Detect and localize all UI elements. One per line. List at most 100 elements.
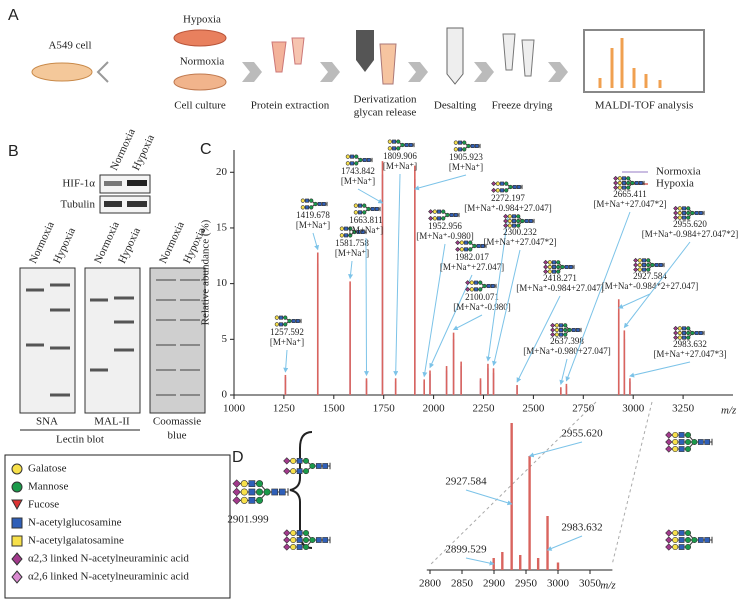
glycan-part — [559, 332, 564, 337]
panel-label: D — [232, 449, 244, 466]
glycan-icon — [665, 431, 713, 453]
callout-arrow — [312, 232, 320, 251]
glycan-part — [554, 323, 559, 328]
glycan-part — [554, 327, 559, 333]
glycan-part — [672, 431, 679, 438]
glycan-part — [404, 143, 409, 147]
adduct-label: [M+Na⁺+27.047*2] — [593, 199, 666, 209]
adduct-label: [M+Na⁺-0.984+27.047] — [516, 283, 603, 293]
adduct-label: [M+Na⁺-0.980+27.047] — [523, 346, 610, 356]
glycan-part — [480, 244, 485, 248]
glycan-part — [370, 207, 375, 211]
glycan-part — [478, 287, 483, 292]
glycan-part — [677, 215, 682, 220]
glycan-part — [478, 280, 483, 285]
legend-label: Mannose — [28, 481, 68, 493]
glycan-part — [362, 203, 367, 208]
glycan-part — [613, 175, 619, 181]
glycan-part — [547, 269, 552, 274]
adduct-label: [M+Na⁺-0.980] — [453, 302, 511, 312]
callout-arrow — [629, 361, 691, 378]
glycan-part — [302, 536, 310, 544]
glycan-part — [543, 264, 549, 270]
glycan-part — [353, 210, 358, 215]
glycan-part — [302, 529, 310, 536]
glycan-part — [512, 219, 517, 223]
peak-label: 1663.811 — [349, 215, 382, 225]
glycan-part — [684, 446, 692, 453]
glycan-part — [441, 209, 446, 214]
glycan-part — [453, 213, 458, 217]
callout-arrow — [486, 215, 509, 362]
glycan-part — [658, 263, 663, 267]
glycan-part — [474, 280, 479, 285]
glycan-icon — [673, 205, 705, 221]
peak-label: 2983.632 — [673, 339, 707, 349]
glycan-part — [665, 445, 673, 453]
group-label: Lectin blot — [56, 434, 104, 446]
glycan-part — [682, 211, 687, 215]
glycan-part — [563, 332, 568, 337]
glycan-part — [458, 140, 463, 145]
glycan-part — [279, 315, 284, 320]
glycan-icon — [387, 139, 415, 151]
callout-arrow — [492, 249, 521, 367]
glycan-part — [704, 537, 711, 543]
step-label: Protein extraction — [251, 100, 330, 112]
glycan-part — [694, 331, 699, 335]
peak-label: 2100.071 — [465, 292, 499, 302]
glycan-part — [232, 487, 241, 497]
glycan-part — [322, 463, 329, 469]
glycan-part — [512, 185, 517, 189]
glycan-part — [428, 215, 434, 221]
glycan-part — [317, 202, 322, 206]
glycan-part — [552, 269, 557, 274]
glycan-part — [296, 468, 303, 474]
glycan-part — [495, 188, 500, 193]
glycan-part — [617, 176, 622, 181]
glycan-part — [678, 439, 685, 445]
glycan-part — [638, 181, 643, 185]
glycan-part — [474, 287, 479, 292]
glycan-part — [678, 544, 685, 550]
glycan-part — [563, 323, 568, 328]
glycan-part — [474, 144, 479, 148]
x-tick-label: 2800 — [419, 578, 442, 590]
glycan-part — [665, 536, 673, 544]
glycan-part — [508, 184, 513, 190]
adduct-label: [M+Na⁺] — [349, 225, 383, 235]
glycan-part — [665, 438, 673, 446]
glycan-part — [240, 480, 248, 488]
glycan-part — [290, 536, 297, 544]
peak-label: 2300.232 — [503, 227, 537, 237]
panel-label: C — [200, 141, 212, 158]
glycan-icon — [673, 325, 705, 341]
glycan-icon — [453, 140, 481, 152]
glycan-part — [552, 265, 557, 269]
glycan-part — [682, 335, 687, 340]
legend-label: Normoxia — [656, 166, 701, 178]
glycan-part — [697, 537, 704, 543]
panel-label: A — [8, 7, 19, 24]
glycan-part — [468, 240, 473, 245]
glycan-part — [462, 147, 467, 152]
glycan-part — [455, 240, 461, 246]
x-tick-label: 2850 — [451, 578, 474, 590]
glycan-part — [271, 488, 279, 496]
row-label: Tubulin — [61, 199, 96, 211]
glycan-part — [291, 319, 296, 323]
glycan-part — [300, 198, 305, 203]
glycan-icon — [345, 154, 373, 166]
glycan-part — [396, 146, 401, 151]
glycan-part — [344, 233, 349, 238]
glycan-part — [283, 536, 291, 544]
glycan-part — [672, 446, 679, 453]
callout-arrow — [422, 243, 446, 378]
adduct-label: [M+Na⁺] — [383, 161, 417, 171]
peak-label: 1809.906 — [383, 151, 417, 161]
glycan-part — [302, 457, 310, 464]
glycan-part — [354, 154, 359, 159]
glycan-part — [255, 496, 264, 504]
blot-label: Coomassie — [153, 416, 201, 428]
glycan-part — [672, 536, 679, 544]
